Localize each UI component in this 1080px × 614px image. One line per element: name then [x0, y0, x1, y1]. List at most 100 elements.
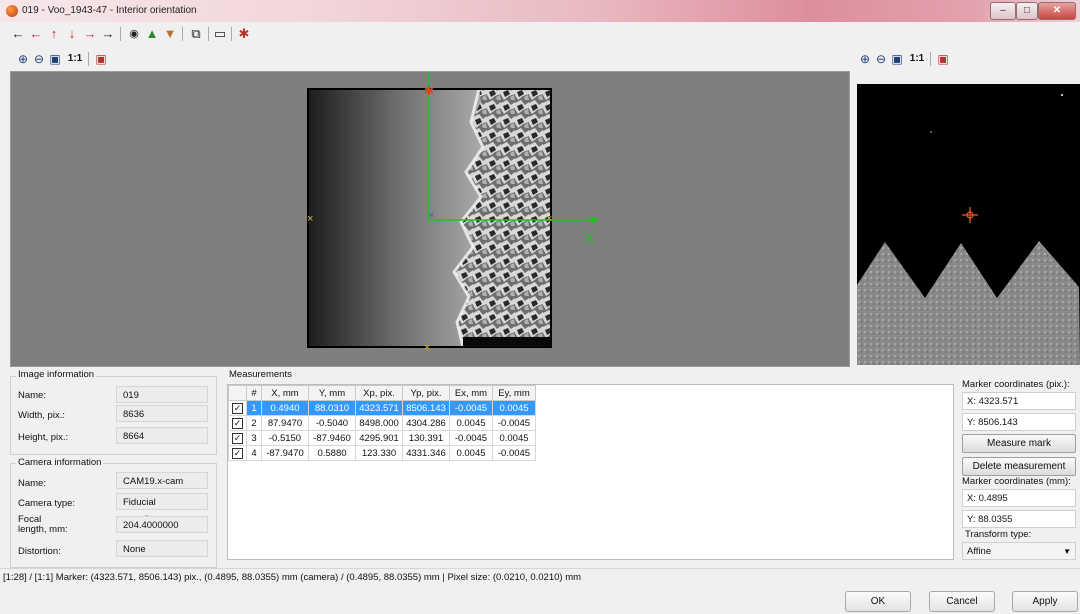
image-name-label: Name: [18, 390, 46, 401]
row-checkbox-cell[interactable]: ✓ [228, 430, 247, 446]
row-checkbox[interactable]: ✓ [232, 432, 243, 444]
settings-icon[interactable]: ✱ [238, 26, 250, 41]
image-width-field: 8636 [116, 405, 208, 422]
marker-mm-x-field[interactable]: X: 0.4895 [962, 489, 1076, 507]
maximize-button[interactable]: □ [1016, 2, 1038, 20]
marker-pix-x-field[interactable]: X: 4323.571 [962, 392, 1076, 410]
table-cell: 123.330 [355, 445, 403, 461]
table-cell: -0.0045 [449, 400, 493, 416]
ok-button[interactable]: OK [845, 591, 911, 612]
zoom-fit-icon[interactable]: ▣ [891, 52, 903, 66]
camera-name-label: Name: [18, 478, 46, 489]
marker-pix-y-field[interactable]: Y: 8506.143 [962, 413, 1076, 431]
arrow-down-red-icon[interactable]: ↓ [68, 26, 76, 41]
arrow-up-red-icon[interactable]: ↑ [50, 26, 58, 41]
zoom-in-icon[interactable]: ⊕ [859, 52, 871, 66]
image-height-field: 8664 [116, 427, 208, 444]
table-cell: 0.5880 [308, 445, 356, 461]
table-cell: 2 [246, 415, 262, 431]
transform-type-select[interactable]: Affine ▼ [962, 542, 1076, 560]
measurements-table-container: # X, mm Y, mm Xp, pix. Yp, pix. Ex, mm E… [227, 384, 954, 560]
table-row[interactable]: ✓ 4 -87.9470 0.5880 123.330 4331.346 0.0… [228, 445, 536, 461]
arrow-left-icon[interactable]: ← [11, 26, 25, 41]
table-cell: 0.0045 [449, 415, 493, 431]
table-cell: -0.5150 [261, 430, 309, 446]
column-header[interactable]: Yp, pix. [402, 385, 450, 401]
copy-icon[interactable]: ⧉ [191, 26, 201, 41]
zoom-out-icon[interactable]: ⊖ [33, 52, 45, 66]
focal-length-label-line1: Focal [18, 514, 42, 525]
aerial-photo-canvas[interactable]: × ✱ × × × [11, 72, 849, 366]
camera-name-field: CAM19.x-cam [116, 472, 208, 489]
delete-measurement-button[interactable]: Delete measurement [962, 457, 1076, 476]
column-header[interactable]: # [246, 385, 262, 401]
table-cell: 8506.143 [402, 400, 450, 416]
row-checkbox-cell[interactable]: ✓ [228, 445, 247, 461]
table-cell: 4323.571 [355, 400, 403, 416]
distortion-label: Distortion: [18, 546, 61, 557]
center-marker-icon[interactable]: ▣ [95, 52, 107, 66]
table-cell: -0.0045 [492, 415, 536, 431]
minimize-button[interactable]: – [990, 2, 1016, 20]
image-info-group [10, 376, 217, 455]
app-icon [6, 5, 18, 17]
table-header-row: # X, mm Y, mm Xp, pix. Yp, pix. Ex, mm E… [228, 385, 536, 401]
measurements-title: Measurements [227, 369, 294, 380]
zoom-separator [88, 52, 89, 66]
checkbox-column-header [228, 385, 247, 401]
column-header[interactable]: Xp, pix. [355, 385, 403, 401]
table-cell: 3 [246, 430, 262, 446]
arrow-left-red-icon[interactable]: ← [29, 26, 43, 41]
main-image-view[interactable]: × ✱ × × × X [10, 71, 850, 367]
row-checkbox[interactable]: ✓ [232, 402, 243, 414]
arrow-right-red-icon[interactable]: → [83, 26, 97, 41]
cancel-button[interactable]: Cancel [929, 591, 995, 612]
row-checkbox-cell[interactable]: ✓ [228, 400, 247, 416]
marker-mm-title: Marker coordinates (mm): [962, 476, 1071, 487]
delete-icon[interactable]: ▭ [213, 26, 227, 41]
zoom-one-to-one-button[interactable]: 1:1 [909, 53, 925, 64]
table-row[interactable]: ✓ 1 0.4940 88.0310 4323.571 8506.143 -0.… [228, 400, 536, 416]
column-header[interactable]: Y, mm [308, 385, 356, 401]
camera-icon[interactable]: ◉ [129, 28, 139, 40]
row-checkbox[interactable]: ✓ [232, 417, 243, 429]
marker-mm-y-field[interactable]: Y: 88.0355 [962, 510, 1076, 528]
image-width-label: Width, pix.: [18, 410, 65, 421]
zoom-separator [930, 52, 931, 66]
detail-image-view[interactable] [857, 84, 1080, 365]
zoom-fit-icon[interactable]: ▣ [49, 52, 61, 66]
image-info-title: Image information [16, 369, 97, 380]
export-icon[interactable]: ▲ [145, 26, 159, 41]
focal-length-field: 204.4000000 [116, 516, 208, 533]
zoom-one-to-one-button[interactable]: 1:1 [67, 53, 83, 64]
column-header[interactable]: Ex, mm [449, 385, 493, 401]
measure-mark-button[interactable]: Measure mark [962, 434, 1076, 453]
table-cell: -0.5040 [308, 415, 356, 431]
status-bar: [1:28] / [1:1] Marker: (4323.571, 8506.1… [0, 568, 1080, 586]
table-cell: -0.0045 [449, 430, 493, 446]
column-header[interactable]: X, mm [261, 385, 309, 401]
row-checkbox[interactable]: ✓ [232, 447, 243, 459]
table-cell: 4295.901 [355, 430, 403, 446]
window-title: 019 - Voo_1943-47 - Interior orientation [22, 5, 197, 16]
transform-type-value: Affine [967, 546, 992, 557]
apply-button[interactable]: Apply [1012, 591, 1078, 612]
zoom-out-icon[interactable]: ⊖ [875, 52, 887, 66]
table-cell: -87.9470 [261, 445, 309, 461]
import-icon[interactable]: ▼ [163, 26, 177, 41]
row-checkbox-cell[interactable]: ✓ [228, 415, 247, 431]
table-row[interactable]: ✓ 3 -0.5150 -87.9460 4295.901 130.391 -0… [228, 430, 536, 446]
table-row[interactable]: ✓ 2 87.9470 -0.5040 8498.000 4304.286 0.… [228, 415, 536, 431]
close-button[interactable]: ✕ [1038, 2, 1076, 20]
arrow-right-icon[interactable]: → [101, 26, 115, 41]
detail-canvas[interactable] [857, 84, 1080, 365]
table-cell: 0.0045 [492, 400, 536, 416]
toolbar-separator [120, 27, 121, 41]
zoom-in-icon[interactable]: ⊕ [17, 52, 29, 66]
svg-text:×: × [307, 213, 313, 225]
camera-info-group [10, 463, 217, 568]
x-axis-label: X [584, 230, 595, 247]
distortion-field: None [116, 540, 208, 557]
column-header[interactable]: Ey, mm [492, 385, 536, 401]
center-marker-icon[interactable]: ▣ [937, 52, 949, 66]
